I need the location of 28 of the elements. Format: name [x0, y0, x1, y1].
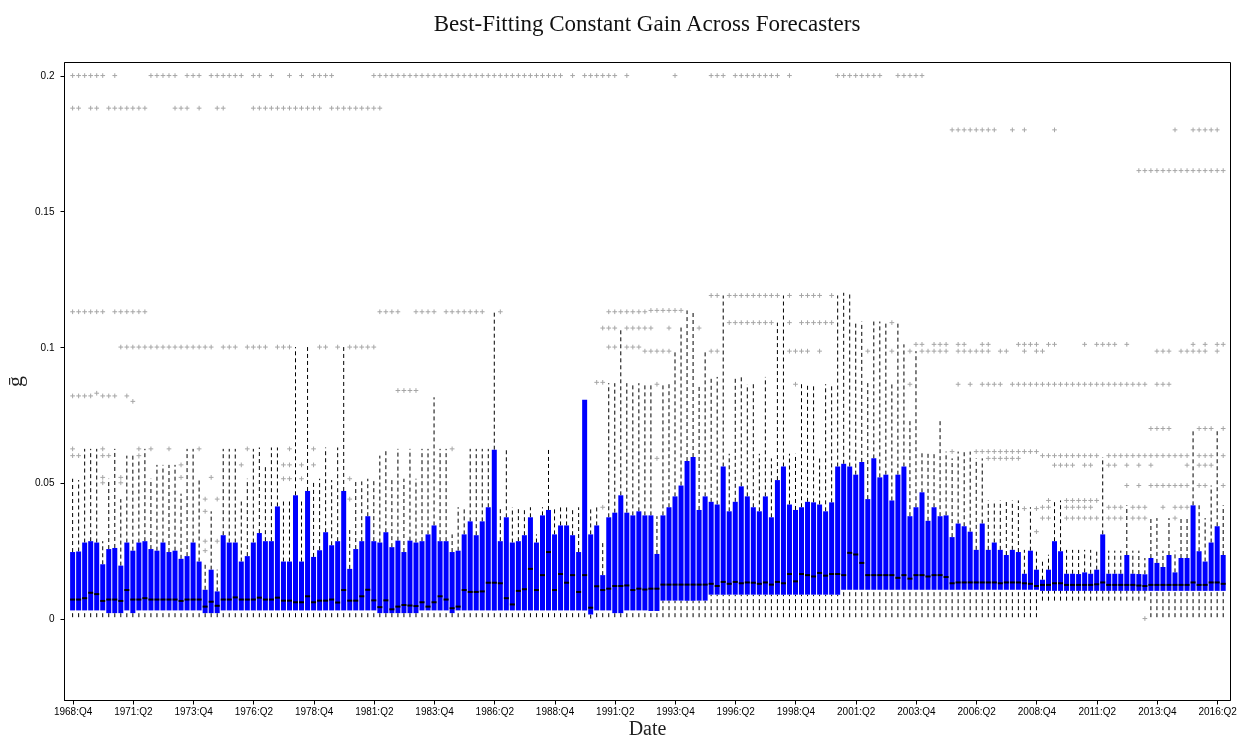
- x-tick-label: 1978:Q4: [294, 705, 334, 717]
- chart-title: Best-Fitting Constant Gain Across Forecasters: [433, 11, 861, 36]
- x-tick-label: 1973:Q4: [174, 705, 214, 717]
- x-tick-label: 1981:Q2: [355, 705, 394, 717]
- x-tick-label: 2016:Q2: [1198, 705, 1238, 717]
- y-tick-label: 0.2: [40, 70, 55, 82]
- x-tick-label: 2011:Q2: [1078, 705, 1117, 717]
- y-tick-label: 0.15: [35, 205, 55, 217]
- x-tick-label: 1991:Q2: [596, 705, 635, 717]
- x-tick-label: 1993:Q4: [656, 705, 696, 717]
- x-tick-label: 1996:Q2: [716, 705, 756, 717]
- x-tick-label: 2006:Q2: [957, 705, 997, 717]
- x-tick-label: 1976:Q2: [234, 705, 274, 717]
- x-tick-label: 1998:Q4: [776, 705, 816, 717]
- y-tick-label: 0.1: [40, 341, 55, 353]
- x-tick-label: 1968:Q4: [53, 705, 93, 717]
- x-tick-label: 2001:Q2: [837, 705, 876, 717]
- x-tick-label: 2008:Q4: [1017, 705, 1057, 717]
- x-tick-label: 1986:Q2: [475, 705, 515, 717]
- x-tick-label: 1971:Q2: [114, 705, 153, 717]
- x-tick-label: 1988:Q4: [535, 705, 575, 717]
- y-tick-label: 0.05: [35, 477, 55, 489]
- x-tick-label: 2013:Q4: [1138, 705, 1178, 717]
- x-axis-title: Date: [628, 716, 667, 739]
- y-axis-title: ḡ: [2, 376, 28, 387]
- x-tick-label: 1983:Q4: [415, 705, 455, 717]
- x-tick-label: 2003:Q4: [897, 705, 937, 717]
- y-tick-label: 0: [48, 613, 55, 625]
